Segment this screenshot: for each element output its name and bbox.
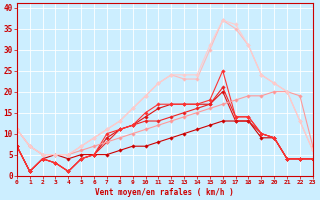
X-axis label: Vent moyen/en rafales ( km/h ): Vent moyen/en rafales ( km/h ): [95, 188, 234, 197]
